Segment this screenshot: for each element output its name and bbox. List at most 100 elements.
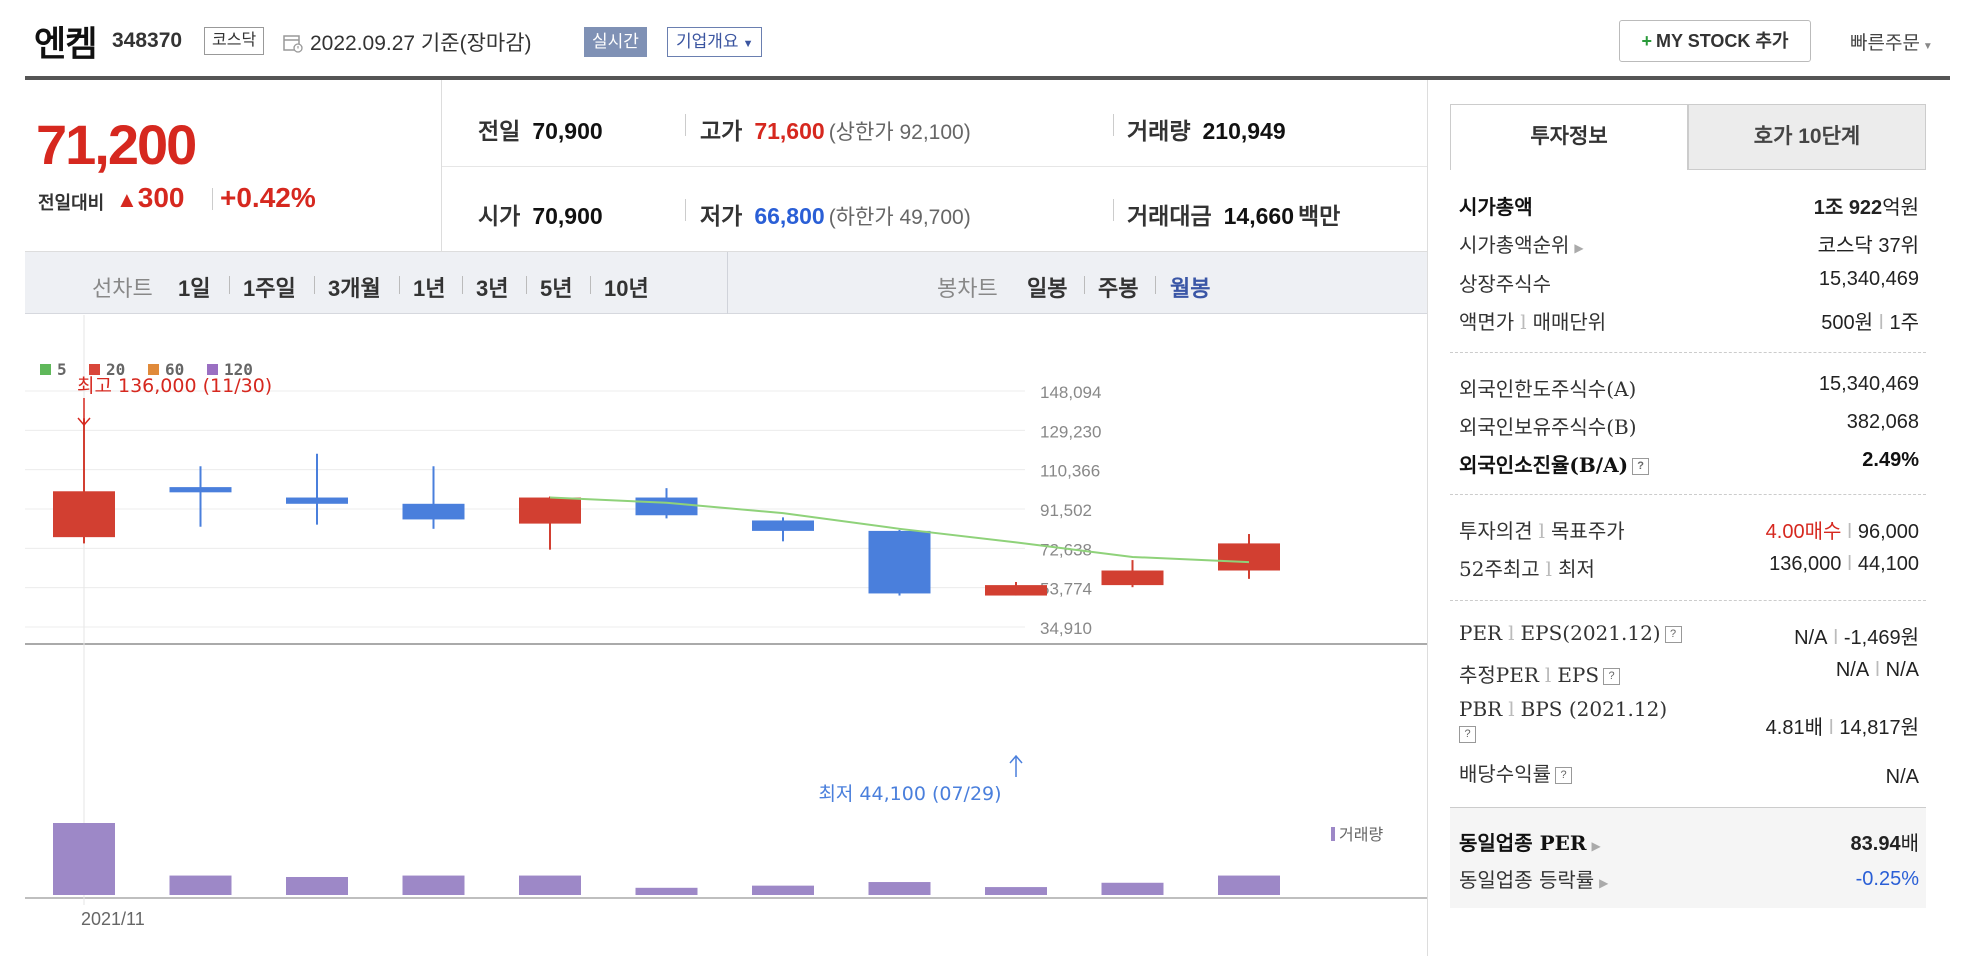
upper-limit: (상한가 92,100) bbox=[828, 121, 971, 144]
min-arrow-head bbox=[1009, 754, 1023, 764]
y-tick-label: 91,502 bbox=[1040, 501, 1092, 520]
stock-code: 348370 bbox=[112, 29, 183, 52]
divider bbox=[1450, 352, 1926, 353]
dividend-label: 배당수익률 bbox=[1459, 762, 1551, 786]
high-value: 71,600 bbox=[754, 118, 825, 144]
volume-value: 210,949 bbox=[1202, 118, 1286, 144]
arrow-right-icon: ▶ bbox=[1599, 876, 1609, 890]
divider bbox=[685, 114, 686, 136]
caret-down-icon: ▼ bbox=[742, 38, 754, 50]
candle-body bbox=[868, 530, 931, 594]
market-badge: 코스닥 bbox=[204, 27, 265, 55]
candle-body bbox=[635, 497, 698, 516]
amount-unit: 백만 bbox=[1298, 203, 1341, 229]
max-arrow-head bbox=[77, 417, 91, 427]
change-amount: ▲300 bbox=[116, 182, 185, 214]
change-label: 전일대비 bbox=[38, 193, 105, 213]
target-label: 목표주가 bbox=[1551, 519, 1625, 543]
market-cap-unit: 억원 bbox=[1882, 197, 1919, 219]
up-triangle-icon: ▲ bbox=[116, 187, 138, 212]
period-3y[interactable]: 3년 bbox=[476, 276, 509, 301]
candle-weekly[interactable]: 주봉 bbox=[1098, 276, 1139, 301]
est-eps-value: N/A bbox=[1885, 659, 1919, 681]
help-icon[interactable]: ? bbox=[1603, 668, 1621, 685]
candle bbox=[868, 529, 931, 596]
open-label: 시가 bbox=[478, 203, 521, 229]
divider bbox=[1113, 199, 1114, 221]
shares-label: 상장주식수 bbox=[1459, 272, 1551, 296]
w52-high-value: 136,000 bbox=[1769, 553, 1842, 575]
candle bbox=[752, 517, 814, 542]
open-value: 70,900 bbox=[532, 203, 603, 229]
volume-bar bbox=[402, 875, 465, 895]
industry-rate-row[interactable]: 동일업종 등락률 ▶ -0.25% bbox=[1459, 864, 1919, 894]
per-value: N/A bbox=[1794, 627, 1828, 649]
industry-rate-label: 동일업종 등락률 bbox=[1459, 868, 1595, 892]
help-icon[interactable]: ? bbox=[1664, 626, 1682, 643]
low-value: 66,800 bbox=[754, 203, 825, 229]
x-tick-label: 2021/11 bbox=[81, 909, 145, 929]
tab-order-book-10[interactable]: 호가 10단계 bbox=[1688, 104, 1926, 170]
divider bbox=[1084, 276, 1085, 294]
listed-shares-row: 상장주식수 15,340,469 bbox=[1459, 268, 1919, 298]
quick-order-dropdown[interactable]: 빠른주문 ▼ bbox=[1850, 28, 1933, 55]
stock-chart[interactable]: 148,094 129,230 110,366 91,502 72,638 53,774 3… bbox=[25, 315, 1427, 935]
opinion-value: 4.00매수 bbox=[1765, 521, 1842, 543]
price-box bbox=[25, 80, 442, 252]
candle-daily[interactable]: 일봉 bbox=[1027, 276, 1068, 301]
market-cap-rank-row[interactable]: 시가총액순위 ▶ 코스닥 37위 bbox=[1459, 229, 1919, 259]
period-bar bbox=[25, 252, 1427, 314]
foreign-ratio-value: 2.49% bbox=[1862, 449, 1919, 471]
w52-low-value: 44,100 bbox=[1857, 553, 1919, 575]
market-cap-value: 1조 922억원 bbox=[1814, 191, 1919, 220]
company-name: 엔켐 bbox=[34, 25, 97, 64]
help-icon[interactable]: ? bbox=[1632, 458, 1650, 475]
divider bbox=[462, 276, 463, 294]
period-1d[interactable]: 1일 bbox=[178, 276, 211, 301]
volume-bar bbox=[752, 885, 814, 895]
shares-value: 15,340,469 bbox=[1818, 268, 1919, 290]
overview-label: 기업개요 bbox=[676, 32, 739, 51]
period-10y[interactable]: 10년 bbox=[604, 276, 649, 301]
prev-close-value: 70,900 bbox=[532, 118, 603, 144]
high-label: 고가 bbox=[700, 118, 743, 144]
lower-limit: (하한가 49,700) bbox=[828, 206, 971, 229]
my-stock-label: MY STOCK 추가 bbox=[1656, 31, 1789, 51]
stats-divider bbox=[442, 166, 1427, 167]
low-price: 저가 66,800 (하한가 49,700) bbox=[700, 197, 971, 231]
candle bbox=[402, 466, 465, 529]
est-per-label: 추정PER bbox=[1459, 663, 1539, 687]
current-price: 71,200 bbox=[36, 113, 197, 176]
y-tick-label: 129,230 bbox=[1040, 422, 1101, 441]
arrow-right-icon: ▶ bbox=[1591, 839, 1601, 853]
industry-per-row[interactable]: 동일업종 PER ▶ 83.94배 bbox=[1459, 827, 1919, 857]
w52-low-label: 최저 bbox=[1558, 557, 1595, 581]
candle-body bbox=[286, 497, 348, 504]
company-overview-dropdown[interactable]: 기업개요 ▼ bbox=[667, 27, 763, 57]
period-3m[interactable]: 3개월 bbox=[328, 276, 381, 301]
tab-investment-info[interactable]: 투자정보 bbox=[1450, 104, 1688, 170]
divider bbox=[1450, 807, 1926, 808]
legend-swatch bbox=[89, 364, 100, 375]
par-unit-row: 액면가 l 매매단위 500원 l 1주 bbox=[1459, 310, 1919, 334]
help-icon[interactable]: ? bbox=[1555, 767, 1572, 784]
period-1y[interactable]: 1년 bbox=[413, 276, 446, 301]
y-tick-label: 72,638 bbox=[1040, 540, 1092, 559]
quick-order-label: 빠른주문 bbox=[1850, 33, 1920, 54]
candle-body bbox=[519, 497, 581, 524]
candle-monthly[interactable]: 월봉 bbox=[1170, 276, 1211, 301]
open-price: 시가 70,900 bbox=[478, 197, 603, 231]
panel-divider bbox=[1427, 80, 1428, 956]
dividend-value: N/A bbox=[1885, 766, 1919, 788]
period-1w[interactable]: 1주일 bbox=[243, 276, 296, 301]
low-label: 저가 bbox=[700, 203, 743, 229]
help-icon[interactable]: ? bbox=[1459, 726, 1476, 743]
divider bbox=[1450, 600, 1926, 601]
period-5y[interactable]: 5년 bbox=[540, 276, 573, 301]
legend-label: 120 bbox=[224, 360, 253, 379]
realtime-button[interactable]: 실시간 bbox=[584, 27, 647, 57]
add-my-stock-button[interactable]: + MY STOCK 추가 bbox=[1619, 20, 1811, 62]
industry-per-label: 동일업종 PER bbox=[1459, 831, 1587, 855]
candle bbox=[519, 496, 581, 550]
legend-label: 60 bbox=[165, 360, 184, 379]
